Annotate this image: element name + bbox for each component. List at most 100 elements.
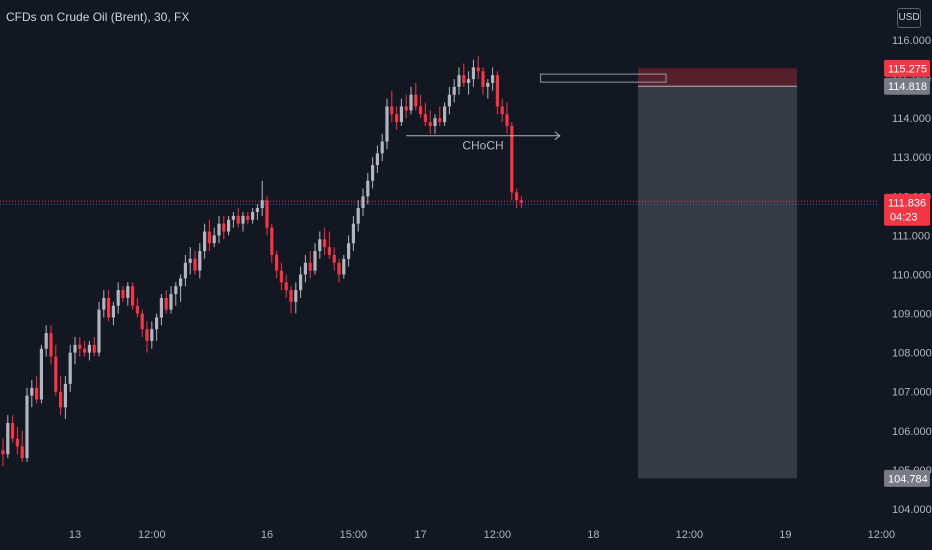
- candle-body[interactable]: [251, 211, 255, 220]
- candle-body[interactable]: [471, 67, 475, 80]
- candle-body[interactable]: [231, 215, 235, 220]
- candle-body[interactable]: [39, 348, 43, 400]
- candle-body[interactable]: [438, 118, 442, 123]
- candle-body[interactable]: [519, 200, 523, 203]
- candle-body[interactable]: [361, 196, 365, 209]
- candle-body[interactable]: [135, 305, 139, 314]
- candle-body[interactable]: [188, 258, 192, 263]
- candle-body[interactable]: [452, 86, 456, 95]
- candle-body[interactable]: [87, 344, 91, 353]
- candle-body[interactable]: [500, 106, 504, 115]
- candle-body[interactable]: [380, 141, 384, 154]
- candle-body[interactable]: [294, 290, 298, 302]
- candle-body[interactable]: [342, 258, 346, 275]
- candle-body[interactable]: [318, 239, 322, 252]
- candle-body[interactable]: [476, 67, 480, 72]
- candle-body[interactable]: [447, 94, 451, 107]
- candle-body[interactable]: [236, 215, 240, 224]
- candle-body[interactable]: [145, 329, 149, 341]
- candle-body[interactable]: [30, 387, 34, 396]
- candle-body[interactable]: [323, 239, 327, 248]
- candle-body[interactable]: [63, 383, 67, 408]
- candle-body[interactable]: [212, 235, 216, 244]
- stop-loss-zone[interactable]: [638, 68, 797, 87]
- candle-body[interactable]: [246, 215, 250, 220]
- candle-body[interactable]: [375, 153, 379, 166]
- candle-body[interactable]: [73, 344, 77, 353]
- candle-body[interactable]: [385, 106, 389, 142]
- candle-body[interactable]: [351, 223, 355, 244]
- candle-body[interactable]: [11, 422, 15, 439]
- candle-body[interactable]: [83, 348, 87, 353]
- candle-body[interactable]: [303, 262, 307, 275]
- candle-body[interactable]: [193, 258, 197, 271]
- candle-body[interactable]: [313, 251, 317, 271]
- candle-body[interactable]: [279, 270, 283, 283]
- candle-body[interactable]: [241, 215, 245, 224]
- candle-body[interactable]: [423, 114, 427, 123]
- candle-body[interactable]: [299, 274, 303, 291]
- candle-body[interactable]: [289, 290, 293, 302]
- candle-body[interactable]: [116, 290, 120, 306]
- take-profit-zone[interactable]: [638, 86, 797, 479]
- candle-body[interactable]: [356, 208, 360, 224]
- candle-body[interactable]: [366, 180, 370, 197]
- candle-body[interactable]: [284, 282, 288, 291]
- candle-body[interactable]: [462, 75, 466, 83]
- candle-body[interactable]: [174, 286, 178, 295]
- candle-body[interactable]: [414, 94, 418, 107]
- candle-body[interactable]: [131, 286, 135, 306]
- candle-body[interactable]: [25, 395, 29, 459]
- candle-body[interactable]: [198, 251, 202, 271]
- candle-body[interactable]: [102, 297, 106, 310]
- currency-button[interactable]: USD: [897, 8, 921, 28]
- candle-body[interactable]: [140, 313, 144, 330]
- candle-body[interactable]: [207, 231, 211, 244]
- candle-body[interactable]: [419, 106, 423, 115]
- candle-body[interactable]: [399, 106, 403, 123]
- candle-body[interactable]: [44, 333, 48, 349]
- candle-body[interactable]: [35, 387, 39, 400]
- candle-body[interactable]: [337, 262, 341, 275]
- candle-body[interactable]: [395, 114, 399, 123]
- candle-body[interactable]: [515, 192, 519, 201]
- candle-body[interactable]: [327, 247, 331, 255]
- candle-body[interactable]: [371, 165, 375, 181]
- candle-body[interactable]: [6, 422, 10, 455]
- candle-body[interactable]: [1, 450, 5, 455]
- candle-body[interactable]: [121, 290, 125, 298]
- candle-body[interactable]: [332, 254, 336, 263]
- candle-body[interactable]: [260, 200, 264, 209]
- candle-body[interactable]: [183, 262, 187, 279]
- candle-body[interactable]: [169, 294, 173, 310]
- candle-body[interactable]: [97, 309, 101, 353]
- candle-body[interactable]: [126, 286, 130, 298]
- candle-body[interactable]: [308, 262, 312, 271]
- candle-body[interactable]: [68, 352, 72, 384]
- candle-body[interactable]: [505, 114, 509, 126]
- candle-body[interactable]: [270, 227, 274, 255]
- candle-body[interactable]: [433, 118, 437, 126]
- candle-body[interactable]: [347, 243, 351, 259]
- candle-body[interactable]: [255, 208, 259, 212]
- candle-body[interactable]: [78, 344, 82, 349]
- candle-body[interactable]: [510, 125, 514, 193]
- candle-body[interactable]: [107, 297, 111, 318]
- candle-body[interactable]: [159, 297, 163, 318]
- candle-body[interactable]: [491, 75, 495, 83]
- candle-body[interactable]: [495, 75, 499, 107]
- symbol-title[interactable]: CFDs on Crude Oil (Brent), 30, FX: [6, 10, 190, 24]
- candle-body[interactable]: [111, 305, 115, 318]
- candle-body[interactable]: [443, 106, 447, 123]
- candle-body[interactable]: [217, 223, 221, 236]
- candle-body[interactable]: [275, 254, 279, 271]
- candle-body[interactable]: [227, 219, 231, 232]
- candle-body[interactable]: [59, 391, 63, 408]
- candle-body[interactable]: [467, 79, 471, 83]
- candle-body[interactable]: [457, 75, 461, 87]
- candle-body[interactable]: [486, 82, 490, 87]
- candle-body[interactable]: [49, 333, 53, 357]
- candle-body[interactable]: [20, 446, 24, 459]
- candle-body[interactable]: [164, 297, 168, 310]
